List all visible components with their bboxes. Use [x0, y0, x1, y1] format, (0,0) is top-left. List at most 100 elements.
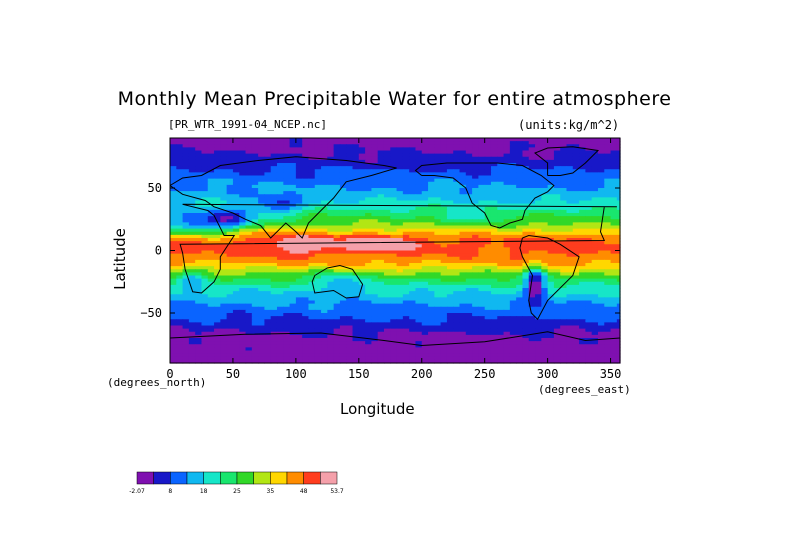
heatmap-cell: [522, 159, 530, 164]
heatmap-cell: [415, 328, 423, 333]
heatmap-cell: [402, 241, 410, 245]
heatmap-cell: [308, 328, 316, 333]
heatmap-cell: [522, 178, 530, 183]
heatmap-cell: [478, 138, 486, 142]
heatmap-cell: [472, 175, 479, 180]
heatmap-cell: [446, 350, 454, 355]
heatmap-cell: [522, 331, 530, 336]
heatmap-cell: [560, 144, 568, 148]
heatmap-cell: [289, 184, 297, 189]
heatmap-cell: [220, 225, 228, 230]
heatmap-cell: [503, 347, 511, 352]
heatmap-cell: [214, 231, 221, 236]
heatmap-cell: [591, 316, 599, 320]
heatmap-cell: [302, 313, 310, 317]
heatmap-cell: [503, 241, 511, 245]
heatmap-cell: [616, 250, 621, 255]
heatmap-cell: [232, 163, 240, 167]
heatmap-cell: [258, 247, 266, 252]
heatmap-cell: [214, 353, 221, 358]
heatmap-cell: [327, 250, 335, 255]
heatmap-cell: [264, 219, 272, 223]
heatmap-cell: [308, 156, 316, 161]
heatmap-cell: [472, 275, 479, 280]
heatmap-cell: [402, 181, 410, 186]
heatmap-cell: [566, 284, 574, 289]
heatmap-cell: [226, 256, 234, 261]
heatmap-cell: [579, 150, 586, 155]
heatmap-cell: [314, 347, 322, 352]
heatmap-cell: [220, 206, 228, 211]
heatmap-cell: [616, 159, 621, 164]
heatmap-cell: [465, 228, 473, 233]
heatmap-cell: [232, 238, 240, 242]
heatmap-cell: [201, 244, 209, 248]
heatmap-cell: [579, 272, 586, 277]
heatmap-cell: [295, 234, 303, 239]
heatmap-cell: [446, 325, 454, 330]
heatmap-cell: [251, 303, 259, 308]
heatmap-cell: [182, 331, 190, 336]
heatmap-cell: [509, 341, 517, 345]
heatmap-cell: [459, 231, 467, 236]
heatmap-cell: [314, 138, 322, 142]
heatmap-cell: [516, 331, 524, 336]
heatmap-cell: [276, 216, 284, 220]
heatmap-cell: [201, 153, 209, 158]
heatmap-cell: [585, 256, 593, 261]
heatmap-cell: [220, 347, 228, 352]
heatmap-cell: [465, 172, 473, 177]
heatmap-cell: [365, 150, 372, 155]
heatmap-cell: [421, 338, 429, 342]
heatmap-cell: [346, 169, 354, 173]
heatmap-cell: [566, 147, 574, 152]
heatmap-cell: [383, 263, 391, 267]
heatmap-cell: [579, 194, 586, 198]
heatmap-cell: [283, 144, 291, 148]
heatmap-cell: [421, 334, 429, 339]
heatmap-cell: [182, 159, 190, 164]
heatmap-cell: [541, 313, 549, 317]
heatmap-cell: [616, 150, 621, 155]
heatmap-cell: [245, 291, 253, 295]
heatmap-cell: [478, 350, 486, 355]
heatmap-cell: [453, 141, 461, 145]
heatmap-cell: [579, 181, 586, 186]
heatmap-cell: [258, 278, 266, 283]
heatmap-cell: [472, 147, 479, 152]
heatmap-cell: [572, 291, 580, 295]
heatmap-cell: [541, 284, 549, 289]
heatmap-cell: [226, 284, 234, 289]
heatmap-cell: [214, 200, 221, 205]
heatmap-cell: [610, 194, 618, 198]
heatmap-cell: [597, 322, 605, 327]
heatmap-cell: [610, 200, 618, 205]
heatmap-cell: [415, 297, 423, 302]
heatmap-cell: [522, 238, 530, 242]
heatmap-cell: [478, 266, 486, 270]
heatmap-cell: [188, 313, 196, 317]
heatmap-cell: [597, 263, 605, 267]
heatmap-cell: [440, 306, 448, 311]
heatmap-cell: [591, 250, 599, 255]
heatmap-cell: [207, 216, 215, 220]
heatmap-cell: [453, 172, 461, 177]
heatmap-cell: [453, 213, 461, 217]
heatmap-cell: [497, 344, 505, 348]
heatmap-cell: [490, 219, 498, 223]
heatmap-cell: [365, 228, 372, 233]
heatmap-cell: [295, 213, 303, 217]
heatmap-cell: [308, 263, 316, 267]
heatmap-cell: [239, 309, 247, 314]
heatmap-cell: [591, 275, 599, 280]
heatmap-cell: [421, 306, 429, 311]
heatmap-cell: [327, 253, 335, 258]
heatmap-cell: [597, 206, 605, 211]
heatmap-cell: [371, 138, 379, 142]
heatmap-cell: [226, 303, 234, 308]
heatmap-cell: [553, 344, 561, 348]
heatmap-cell: [522, 241, 530, 245]
heatmap-cell: [371, 250, 379, 255]
heatmap-cell: [547, 241, 555, 245]
